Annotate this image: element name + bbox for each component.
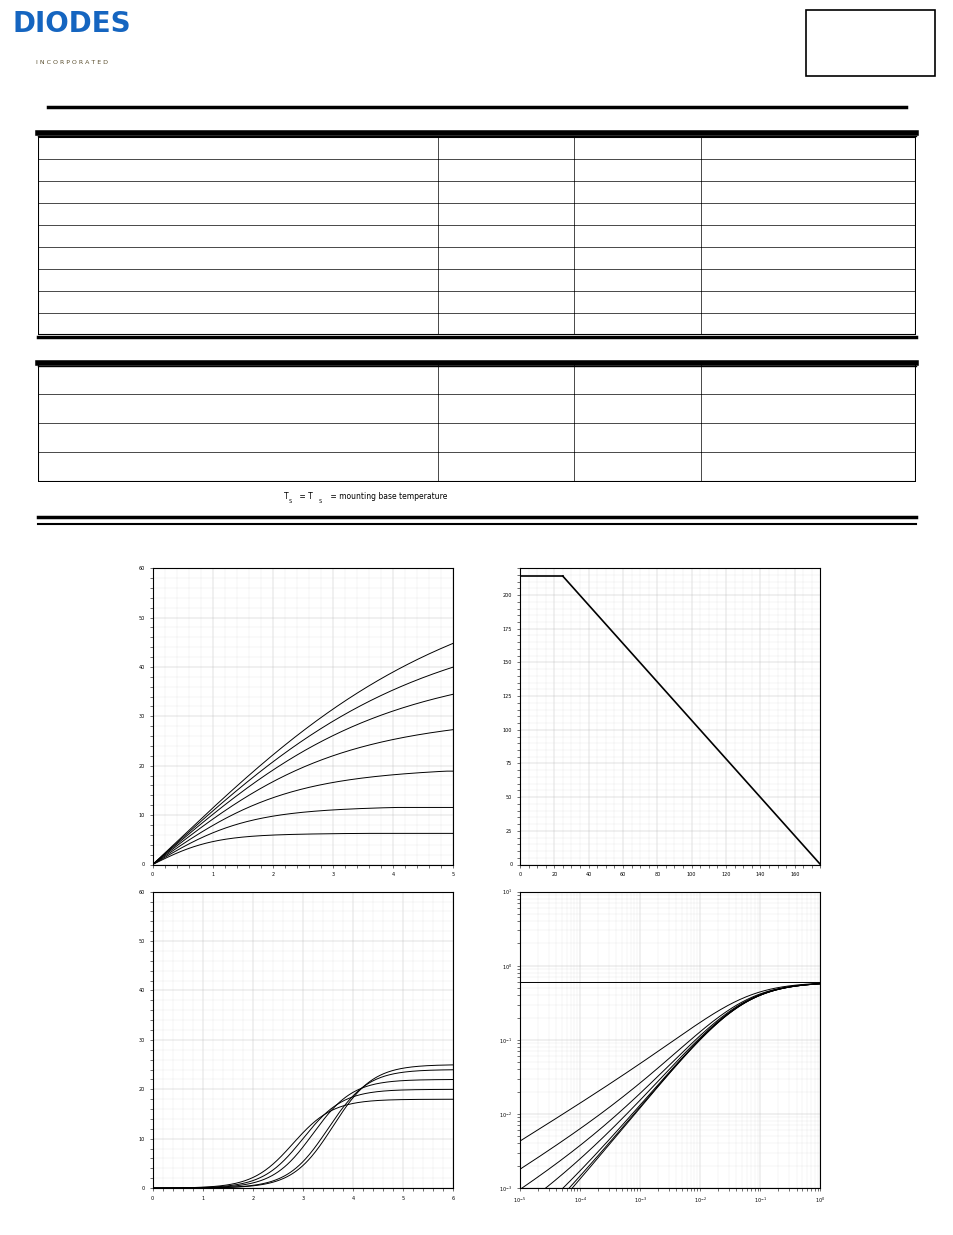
Text: DIODES: DIODES <box>12 10 131 38</box>
Text: T: T <box>284 492 288 501</box>
Text: S: S <box>318 499 322 504</box>
Bar <box>805 10 934 77</box>
Text: = T: = T <box>296 492 313 501</box>
Text: S: S <box>288 499 291 504</box>
Text: = mounting base temperature: = mounting base temperature <box>328 492 447 501</box>
Text: I N C O R P O R A T E D: I N C O R P O R A T E D <box>35 59 108 64</box>
